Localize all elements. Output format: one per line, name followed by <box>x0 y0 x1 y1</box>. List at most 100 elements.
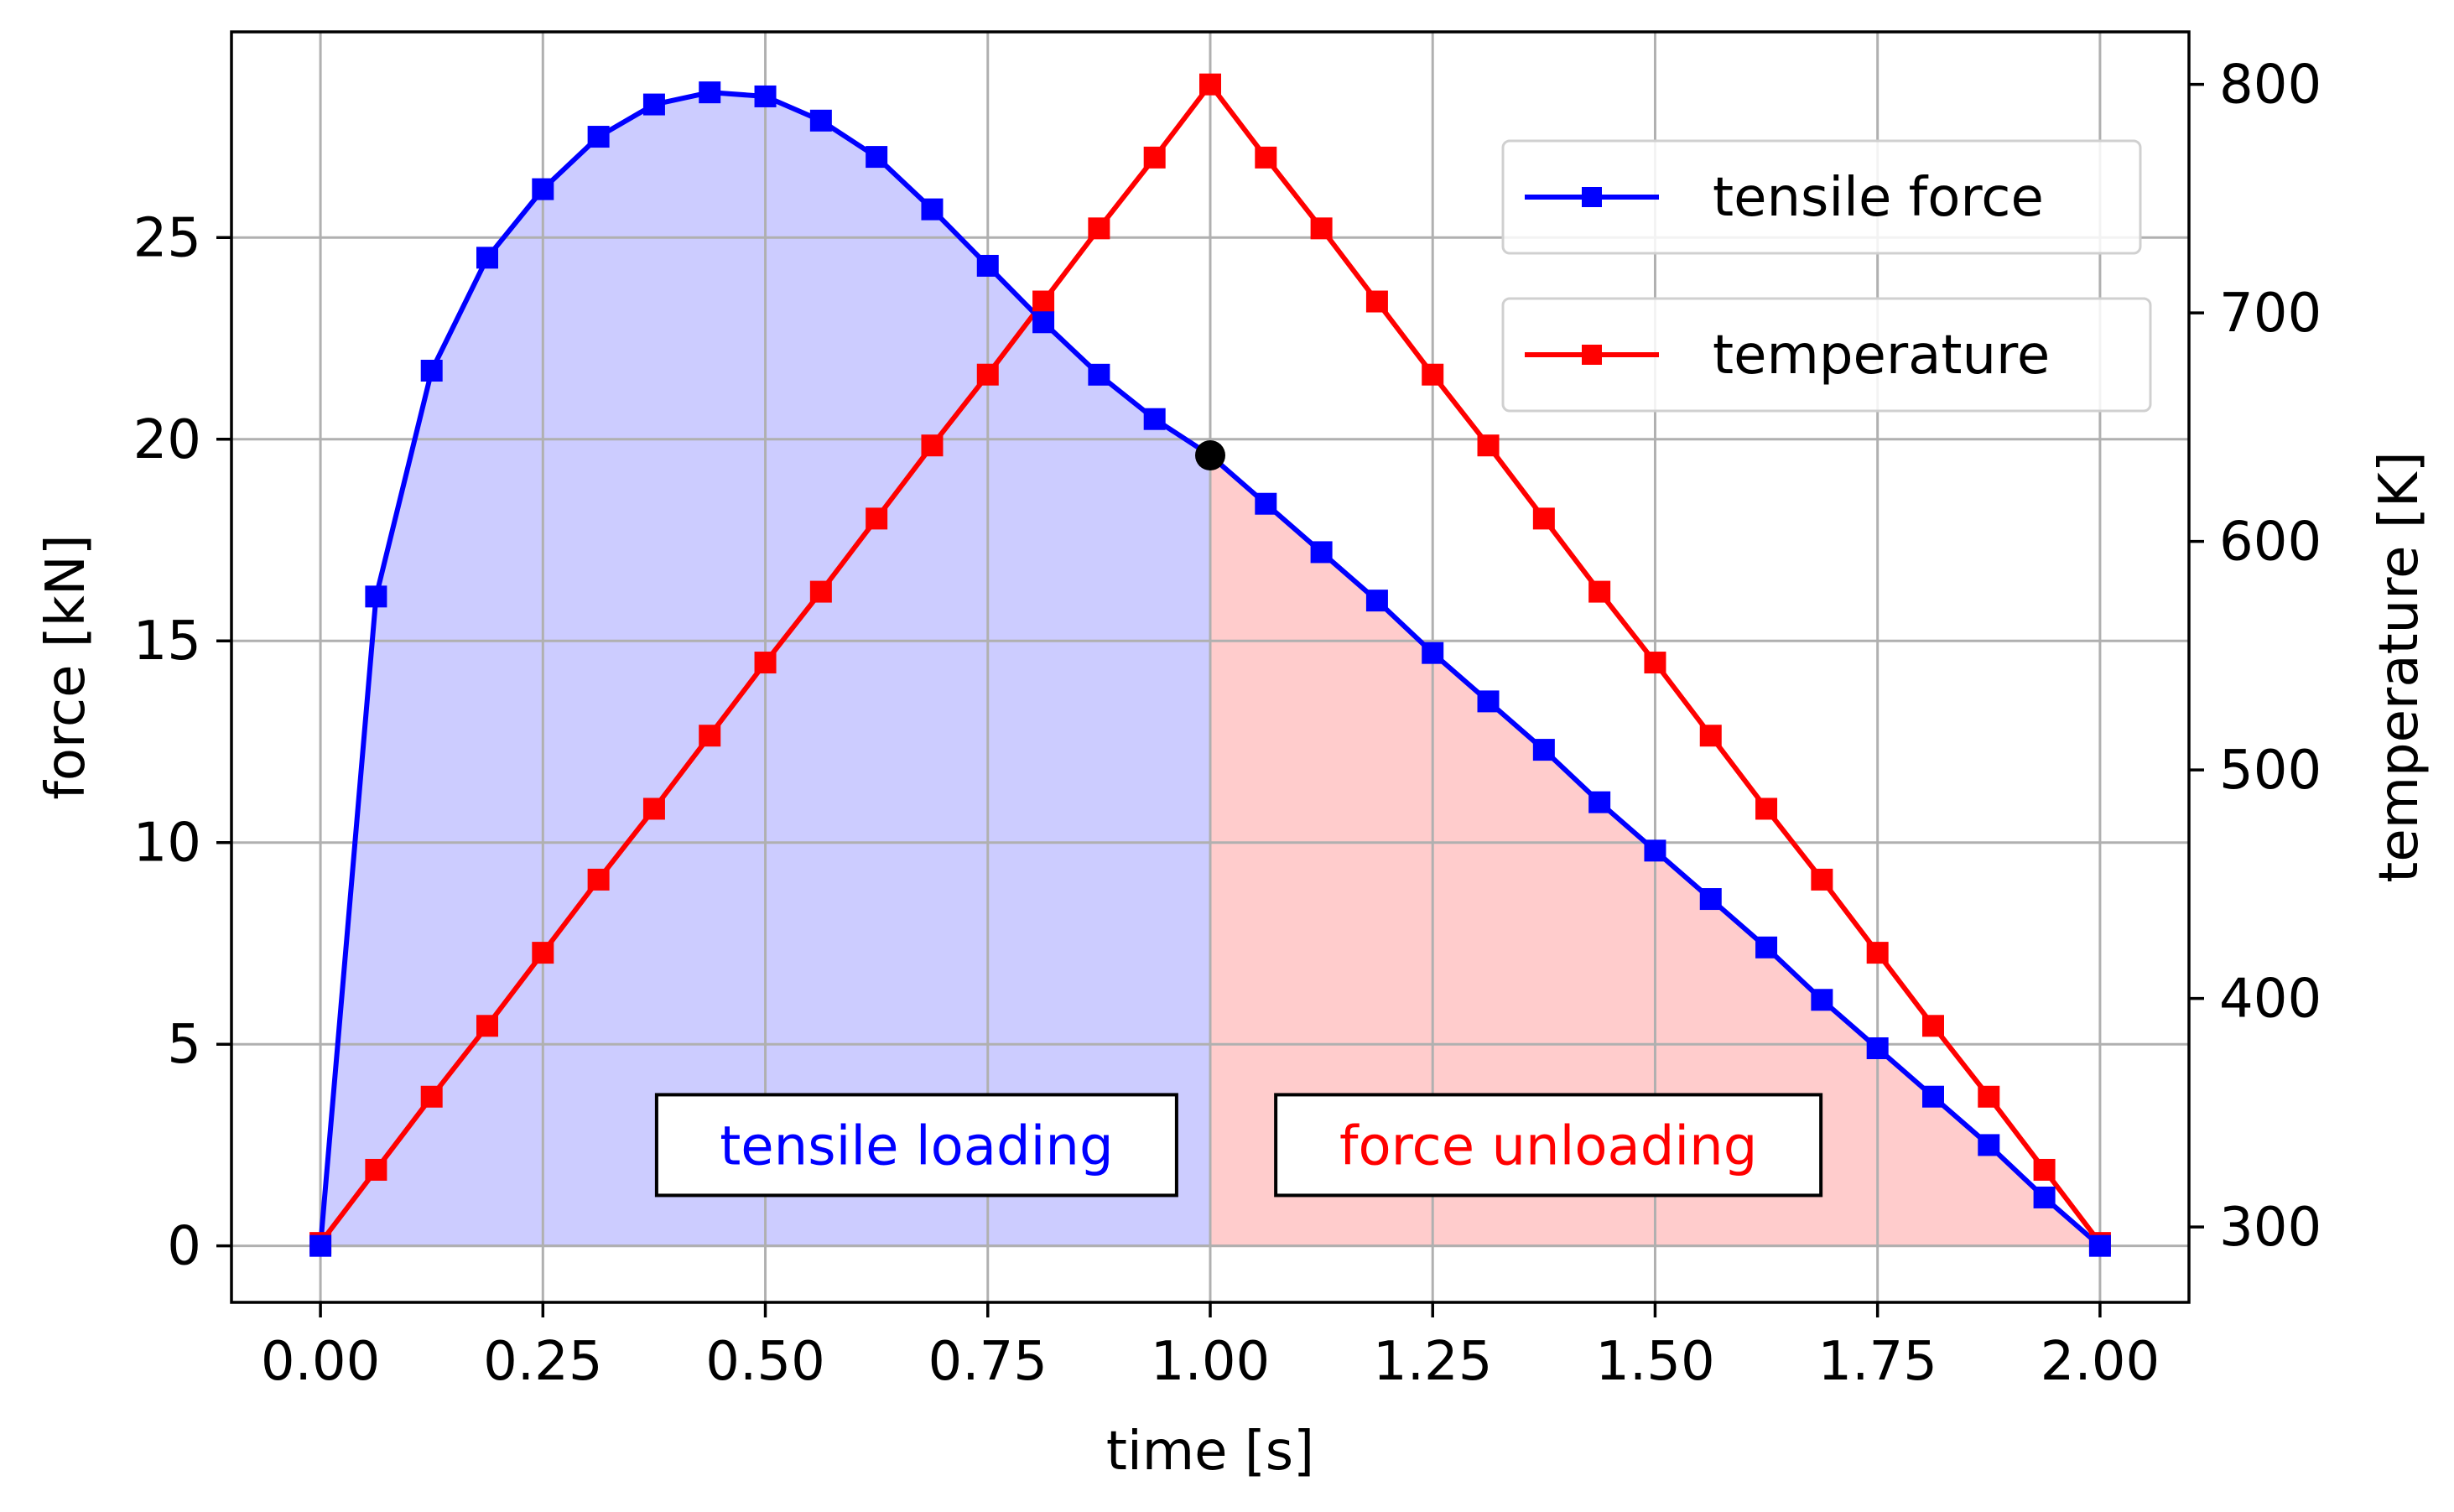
marker-tensile-force-27 <box>1811 989 1833 1011</box>
marker-temperature-1 <box>365 1158 387 1181</box>
marker-tensile-force-25 <box>1699 888 1722 911</box>
marker-tensile-force-21 <box>1477 690 1500 713</box>
y-tick-label-5: 25 <box>133 207 201 269</box>
x-tick-label-8: 2.00 <box>2041 1331 2160 1393</box>
marker-temperature-27 <box>1811 868 1833 891</box>
marker-temperature-8 <box>754 652 777 674</box>
highlight-point <box>1195 440 1225 470</box>
series-markers <box>309 73 2111 1257</box>
marker-tensile-force-5 <box>587 126 610 148</box>
axis-ticks: 0.00 0.25 0.50 0.75 1.00 1.25 1.50 1.75 2.00 0 5 10… <box>133 55 2322 1393</box>
marker-temperature-14 <box>1088 217 1110 240</box>
y-tick-label-3: 15 <box>133 611 201 673</box>
y-axis-title: force [kN] <box>35 534 97 799</box>
marker-tensile-force-8 <box>754 85 777 107</box>
highlight-layer <box>1195 440 1225 470</box>
marker-tensile-force-17 <box>1255 492 1277 515</box>
marker-temperature-25 <box>1699 725 1722 747</box>
marker-temperature-17 <box>1255 146 1277 169</box>
marker-temperature-30 <box>1978 1085 2000 1108</box>
marker-temperature-21 <box>1477 434 1500 457</box>
y-tick-label-2: 10 <box>133 813 201 875</box>
legend-swatch-marker-0 <box>1582 187 1602 207</box>
marker-temperature-29 <box>1921 1015 1944 1037</box>
marker-temperature-5 <box>587 868 610 891</box>
marker-tensile-force-28 <box>1866 1037 1889 1059</box>
legend-swatch-marker-1 <box>1582 345 1602 365</box>
marker-tensile-force-6 <box>642 93 665 116</box>
marker-temperature-12 <box>976 363 999 386</box>
x-tick-label-2: 0.50 <box>705 1331 825 1393</box>
y2-tick-label-2: 500 <box>2219 740 2321 802</box>
marker-tensile-force-14 <box>1088 363 1110 386</box>
marker-tensile-force-2 <box>420 360 443 382</box>
x-tick-label-6: 1.50 <box>1595 1331 1715 1393</box>
y-tick-label-1: 5 <box>167 1014 201 1076</box>
marker-tensile-force-24 <box>1644 839 1666 862</box>
y2-tick-label-1: 400 <box>2219 969 2321 1031</box>
legend-label-0: tensile force <box>1713 167 2044 229</box>
marker-temperature-28 <box>1866 942 1889 964</box>
y2-tick-label-0: 300 <box>2219 1197 2321 1259</box>
y-tick-label-4: 20 <box>133 409 201 471</box>
marker-temperature-13 <box>1032 290 1055 313</box>
marker-tensile-force-3 <box>476 247 499 269</box>
marker-temperature-10 <box>866 507 888 530</box>
y2-tick-label-5: 800 <box>2219 55 2321 117</box>
marker-tensile-force-26 <box>1755 936 1778 959</box>
marker-tensile-force-32 <box>2088 1234 2111 1257</box>
marker-tensile-force-15 <box>1143 408 1166 430</box>
x-tick-label-3: 0.75 <box>928 1331 1048 1393</box>
marker-temperature-4 <box>532 942 554 964</box>
marker-temperature-31 <box>2033 1158 2056 1181</box>
y-tick-label-0: 0 <box>167 1216 201 1278</box>
marker-tensile-force-4 <box>532 178 554 200</box>
marker-tensile-force-31 <box>2033 1186 2056 1208</box>
marker-tensile-force-9 <box>809 109 832 132</box>
marker-tensile-force-10 <box>866 146 888 169</box>
legend-box-0 <box>1501 139 2142 255</box>
marker-tensile-force-12 <box>976 254 999 277</box>
marker-tensile-force-13 <box>1032 311 1055 334</box>
x-tick-label-4: 1.00 <box>1151 1331 1271 1393</box>
y2-tick-label-4: 700 <box>2219 283 2321 345</box>
marker-temperature-9 <box>809 580 832 603</box>
marker-temperature-23 <box>1588 580 1611 603</box>
legend-box-1 <box>1501 297 2152 413</box>
region-annotations: tensile loading force unloading <box>654 1093 1823 1198</box>
marker-temperature-22 <box>1532 507 1555 530</box>
y2-tick-label-3: 600 <box>2219 512 2321 574</box>
marker-tensile-force-18 <box>1310 541 1333 564</box>
marker-tensile-force-30 <box>1978 1134 2000 1156</box>
y2-axis-title: temperature [K] <box>2368 451 2431 883</box>
marker-temperature-16 <box>1199 73 1221 96</box>
marker-temperature-26 <box>1755 798 1778 820</box>
legend: tensile force temperature <box>1501 139 2152 413</box>
marker-temperature-18 <box>1310 217 1333 240</box>
annotation-box-0 <box>654 1093 1178 1198</box>
marker-tensile-force-29 <box>1921 1085 1944 1108</box>
marker-tensile-force-20 <box>1422 642 1444 664</box>
x-tick-label-5: 1.25 <box>1373 1331 1493 1393</box>
marker-tensile-force-19 <box>1365 590 1388 612</box>
marker-temperature-2 <box>420 1085 443 1108</box>
marker-temperature-24 <box>1644 652 1666 674</box>
marker-temperature-6 <box>642 798 665 820</box>
x-tick-label-0: 0.00 <box>261 1331 381 1393</box>
annotation-box-1 <box>1274 1093 1823 1198</box>
x-axis-title: time [s] <box>1106 1421 1314 1483</box>
marker-tensile-force-23 <box>1588 791 1611 813</box>
annotation-label-1: force unloading <box>1339 1115 1757 1177</box>
marker-tensile-force-0 <box>309 1234 332 1257</box>
marker-temperature-15 <box>1143 146 1166 169</box>
marker-temperature-3 <box>476 1015 499 1037</box>
x-tick-label-7: 1.75 <box>1817 1331 1937 1393</box>
marker-temperature-20 <box>1422 363 1444 386</box>
marker-tensile-force-1 <box>365 585 387 608</box>
marker-temperature-19 <box>1365 290 1388 313</box>
marker-tensile-force-22 <box>1532 739 1555 761</box>
legend-label-1: temperature <box>1713 325 2050 387</box>
marker-tensile-force-11 <box>921 198 944 221</box>
marker-temperature-11 <box>921 434 944 457</box>
